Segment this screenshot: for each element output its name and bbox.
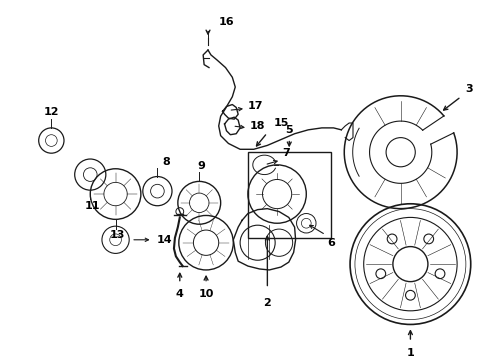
Text: 16: 16: [218, 17, 234, 27]
Text: 3: 3: [464, 84, 472, 94]
Text: 13: 13: [110, 230, 125, 240]
Text: 1: 1: [406, 348, 413, 358]
Text: 10: 10: [198, 289, 213, 300]
Text: 6: 6: [327, 238, 335, 248]
Text: 7: 7: [282, 148, 289, 158]
Text: 12: 12: [43, 107, 59, 117]
Text: 8: 8: [162, 157, 170, 167]
Text: 9: 9: [197, 161, 205, 171]
Text: 2: 2: [263, 298, 271, 308]
Bar: [247, 152, 330, 238]
Text: 11: 11: [84, 201, 100, 211]
Text: 15: 15: [274, 118, 289, 128]
Text: 18: 18: [249, 121, 265, 131]
Text: 14: 14: [156, 235, 172, 245]
Text: 5: 5: [285, 125, 292, 135]
Text: 17: 17: [247, 102, 263, 112]
Text: 4: 4: [176, 289, 183, 300]
